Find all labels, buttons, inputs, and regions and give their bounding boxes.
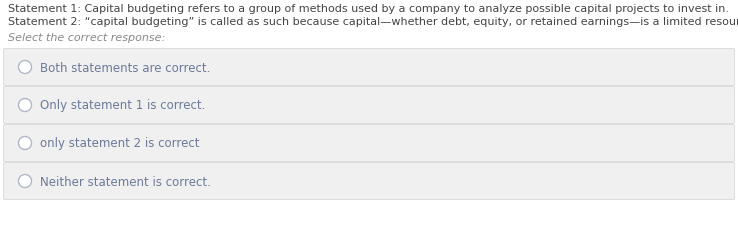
FancyBboxPatch shape (4, 125, 734, 162)
Circle shape (18, 175, 32, 188)
Circle shape (18, 137, 32, 150)
Text: Only statement 1 is correct.: Only statement 1 is correct. (40, 99, 205, 112)
FancyBboxPatch shape (4, 87, 734, 124)
Text: only statement 2 is correct: only statement 2 is correct (40, 137, 199, 150)
FancyBboxPatch shape (4, 49, 734, 86)
FancyBboxPatch shape (4, 163, 734, 200)
Circle shape (18, 61, 32, 74)
Text: Statement 2: “capital budgeting” is called as such because capital—whether debt,: Statement 2: “capital budgeting” is call… (8, 17, 738, 27)
Text: Statement 1: Capital budgeting refers to a group of methods used by a company to: Statement 1: Capital budgeting refers to… (8, 4, 729, 14)
Circle shape (18, 99, 32, 112)
Text: Select the correct response:: Select the correct response: (8, 33, 165, 43)
Text: Neither statement is correct.: Neither statement is correct. (40, 175, 210, 188)
Text: Both statements are correct.: Both statements are correct. (40, 61, 210, 74)
